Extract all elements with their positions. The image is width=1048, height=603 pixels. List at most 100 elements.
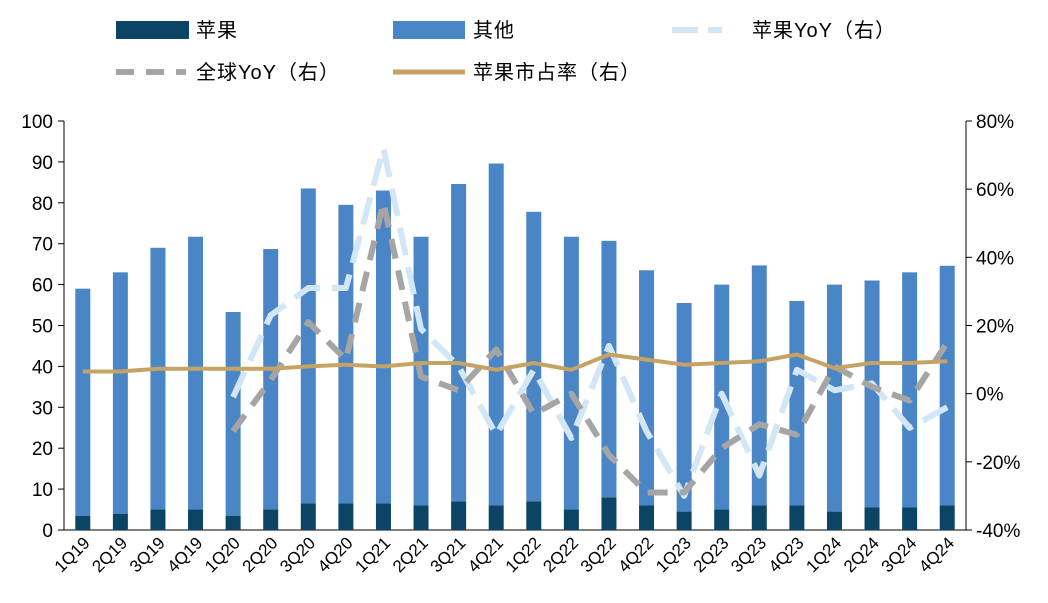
bar-apple <box>488 505 504 530</box>
x-tick-label: 4Q19 <box>164 533 207 576</box>
bar-apple <box>639 505 655 530</box>
legend-item-apple: 苹果 <box>116 19 238 42</box>
bar-apple <box>751 505 767 530</box>
x-tick-label: 1Q20 <box>201 533 244 576</box>
x-tick-label: 3Q21 <box>427 533 470 576</box>
left-tick-label: 40 <box>32 357 53 378</box>
left-tick-label: 100 <box>21 112 53 133</box>
bar-apple <box>826 511 842 530</box>
bar-apple <box>413 505 429 530</box>
bar-apple <box>939 505 955 530</box>
legend-label-others: 其他 <box>473 19 515 42</box>
bar-others <box>902 272 918 508</box>
legend-item-apple-share: 苹果市占率（右） <box>393 61 640 84</box>
x-tick-label: 4Q21 <box>464 533 507 576</box>
bar-others <box>601 240 617 498</box>
bar-apple <box>563 509 579 530</box>
legend-item-others: 其他 <box>393 19 515 42</box>
bar-others <box>112 272 128 514</box>
bars <box>75 163 955 530</box>
right-tick-label: 60% <box>976 180 1014 201</box>
right-tick-label: 20% <box>976 317 1014 338</box>
left-tick-label: 0 <box>42 521 53 542</box>
bar-others <box>676 303 692 512</box>
left-tick-label: 50 <box>32 317 53 338</box>
right-tick-label: -40% <box>976 521 1020 542</box>
right-tick-label: 0% <box>976 385 1004 406</box>
x-tick-label: 3Q24 <box>878 533 921 576</box>
bar-apple <box>864 507 880 530</box>
left-tick-label: 70 <box>32 235 53 256</box>
bar-others <box>188 236 204 510</box>
x-tick-label: 4Q23 <box>765 533 808 576</box>
bar-others <box>526 211 542 502</box>
x-tick-label: 1Q21 <box>351 533 394 576</box>
x-tick-label: 2Q19 <box>88 533 131 576</box>
bar-apple <box>112 513 128 530</box>
bar-apple <box>75 515 91 530</box>
x-tick-label: 1Q19 <box>51 533 94 576</box>
legend-label-apple: 苹果 <box>196 19 238 42</box>
x-tick-label: 4Q20 <box>314 533 357 576</box>
right-axis-ticks: -40% -20% 0% 20% 40% 60% 80% <box>966 112 1020 542</box>
x-tick-label: 2Q24 <box>840 533 883 576</box>
bar-others <box>75 288 91 516</box>
legend-label-global-yoy: 全球YoY（右） <box>196 61 340 84</box>
legend-item-global-yoy: 全球YoY（右） <box>116 61 340 84</box>
bar-apple <box>601 497 617 530</box>
bar-apple <box>526 501 542 530</box>
bar-apple <box>902 507 918 530</box>
bar-others <box>639 270 655 506</box>
bar-apple <box>338 503 354 530</box>
line-apple-yoy <box>230 145 949 499</box>
left-tick-label: 10 <box>32 480 53 501</box>
left-tick-label: 60 <box>32 276 53 297</box>
left-axis-ticks: 0 10 20 30 40 50 60 70 80 90 100 <box>21 112 64 542</box>
bar-others <box>375 190 391 504</box>
right-tick-label: -20% <box>976 453 1020 474</box>
bar-others <box>864 280 880 508</box>
legend-item-apple-yoy: 苹果YoY（右） <box>672 19 896 42</box>
x-tick-label: 2Q22 <box>539 533 582 576</box>
x-axis-labels: 1Q192Q193Q194Q191Q202Q203Q204Q201Q212Q21… <box>51 533 958 576</box>
x-tick-label: 3Q20 <box>276 533 319 576</box>
legend-swatch-others <box>393 21 465 39</box>
x-tick-label: 2Q23 <box>690 533 733 576</box>
bar-apple <box>789 505 805 530</box>
bar-apple <box>451 501 467 530</box>
lines <box>82 145 950 499</box>
left-tick-label: 80 <box>32 194 53 215</box>
bar-others <box>150 247 166 510</box>
bar-apple <box>300 503 316 530</box>
left-tick-label: 30 <box>32 398 53 419</box>
legend-label-apple-yoy: 苹果YoY（右） <box>752 19 896 42</box>
bar-apple <box>150 509 166 530</box>
bar-apple <box>188 509 204 530</box>
legend-swatch-apple <box>116 21 189 39</box>
x-tick-label: 2Q21 <box>389 533 432 576</box>
left-tick-label: 90 <box>32 153 53 174</box>
bar-apple <box>375 503 391 530</box>
x-tick-label: 4Q22 <box>615 533 658 576</box>
bar-others <box>751 265 767 506</box>
bar-apple <box>714 509 730 530</box>
bar-others <box>789 300 805 506</box>
right-tick-label: 40% <box>976 248 1014 269</box>
x-tick-label: 4Q24 <box>915 533 958 576</box>
bar-apple <box>263 509 279 530</box>
bar-others <box>826 284 842 512</box>
right-tick-label: 80% <box>976 112 1014 133</box>
x-tick-label: 3Q22 <box>577 533 620 576</box>
bar-others <box>488 163 504 506</box>
bar-others <box>300 188 316 504</box>
bar-others <box>451 183 467 502</box>
x-tick-label: 1Q24 <box>802 533 845 576</box>
x-tick-label: 1Q23 <box>652 533 695 576</box>
x-tick-label: 3Q23 <box>727 533 770 576</box>
bar-apple <box>225 515 241 530</box>
x-tick-label: 1Q22 <box>502 533 545 576</box>
left-tick-label: 20 <box>32 439 53 460</box>
bar-others <box>563 236 579 510</box>
bar-others <box>939 265 955 506</box>
